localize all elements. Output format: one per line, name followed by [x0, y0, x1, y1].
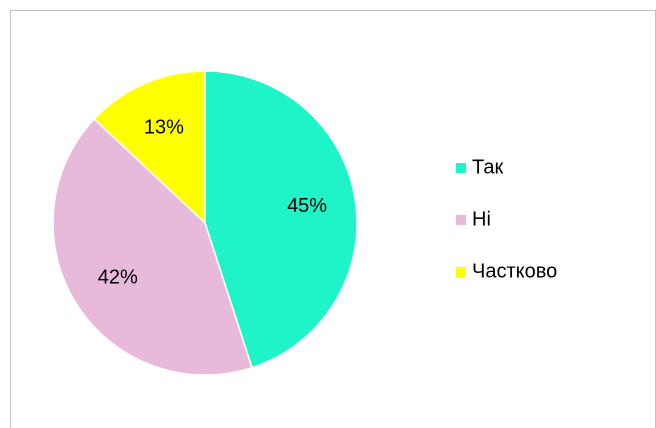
pie-slice — [52, 117, 253, 376]
pie-slice — [93, 70, 206, 225]
legend-swatch — [456, 267, 466, 277]
data-label: 42% — [98, 267, 138, 289]
legend-label: Частково — [472, 260, 557, 282]
data-label: 45% — [287, 195, 327, 217]
legend-label: Ні — [472, 208, 491, 230]
legend-label: Так — [472, 156, 503, 178]
pie-slice — [204, 70, 358, 369]
data-label: 13% — [144, 116, 184, 138]
legend-swatch — [456, 215, 466, 225]
legend-swatch — [456, 163, 466, 173]
